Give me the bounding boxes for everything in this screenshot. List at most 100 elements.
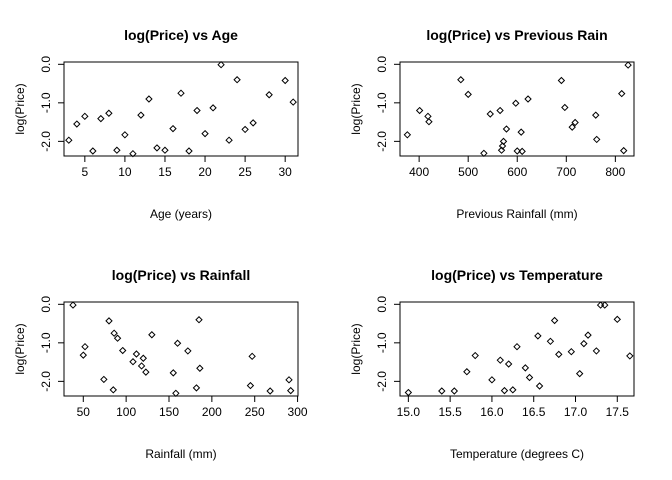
y-tick-label: -2.0 xyxy=(39,131,53,152)
data-point xyxy=(148,331,156,339)
data-point xyxy=(488,376,496,384)
x-axis-label: Rainfall (mm) xyxy=(145,447,216,461)
data-point xyxy=(512,99,520,107)
plot-frame xyxy=(399,61,635,157)
x-tick-label: 5 xyxy=(81,165,88,179)
x-tick-label: 50 xyxy=(77,405,91,419)
data-point xyxy=(568,123,576,131)
x-tick-label: 800 xyxy=(605,165,625,179)
data-point xyxy=(567,347,576,356)
y-axis-label: log(Price) xyxy=(13,83,27,134)
data-point xyxy=(555,350,563,359)
y-tick-label: -2.0 xyxy=(39,371,53,392)
data-point xyxy=(580,339,588,348)
data-point xyxy=(450,387,459,395)
data-point xyxy=(265,91,273,99)
y-axis-label: log(Price) xyxy=(349,323,363,374)
data-point xyxy=(593,135,601,144)
data-point xyxy=(105,109,113,117)
plot-frame xyxy=(63,301,299,397)
data-point xyxy=(592,347,601,355)
data-point xyxy=(513,147,521,155)
data-point xyxy=(65,136,73,144)
data-point xyxy=(177,89,185,97)
data-point xyxy=(517,128,525,136)
data-point xyxy=(486,110,494,118)
data-point xyxy=(499,137,508,146)
data-point xyxy=(129,149,137,158)
y-tick-label: -1.0 xyxy=(39,332,53,353)
data-point xyxy=(73,120,81,128)
data-point xyxy=(241,125,249,134)
data-point xyxy=(113,334,122,342)
data-point xyxy=(425,118,433,126)
data-point xyxy=(509,386,517,394)
x-tick-label: 700 xyxy=(556,165,576,179)
data-point xyxy=(113,146,121,154)
data-point xyxy=(119,346,127,355)
data-point xyxy=(281,76,289,85)
data-point xyxy=(137,362,146,370)
data-point xyxy=(497,146,506,154)
y-tick-label: 0.0 xyxy=(375,296,389,313)
data-point xyxy=(195,316,203,324)
y-tick-label: 0.0 xyxy=(375,56,389,73)
data-point xyxy=(100,375,108,384)
data-point xyxy=(557,76,566,85)
data-point xyxy=(500,386,509,395)
data-point xyxy=(438,387,446,395)
data-point xyxy=(575,369,584,378)
data-point xyxy=(169,124,177,133)
data-point xyxy=(172,389,180,398)
data-point xyxy=(109,386,117,394)
data-point xyxy=(79,351,87,359)
data-point xyxy=(626,352,634,360)
data-point xyxy=(249,119,257,127)
data-point xyxy=(504,360,513,368)
data-point xyxy=(201,129,209,138)
data-point xyxy=(502,125,511,133)
data-point xyxy=(287,386,295,395)
chart-title: log(Price) vs Previous Rain xyxy=(426,27,607,43)
data-point xyxy=(266,387,274,395)
data-point xyxy=(513,342,521,351)
chart-title: log(Price) vs Temperature xyxy=(431,267,603,283)
data-point xyxy=(618,89,626,98)
data-point xyxy=(592,111,600,119)
data-point xyxy=(524,95,532,103)
x-axis-label: Age (years) xyxy=(150,207,212,221)
panel-3: log(Price) vs Rainfall 50 100 150 200 250 300 R… xyxy=(13,267,308,461)
x-tick-label: 500 xyxy=(458,165,478,179)
data-point xyxy=(142,368,150,376)
data-point xyxy=(471,351,479,360)
data-point xyxy=(137,111,145,119)
data-point xyxy=(584,331,592,339)
data-point xyxy=(404,388,413,397)
y-tick-label: 0.0 xyxy=(39,296,53,313)
panel-2: log(Price) vs Previous Rain 400 500 600 700 8… xyxy=(349,27,635,221)
data-point xyxy=(561,103,569,112)
data-point xyxy=(209,104,217,112)
data-point xyxy=(619,146,628,155)
data-point xyxy=(161,146,169,154)
x-tick-label: 150 xyxy=(159,405,179,419)
x-tick-label: 17.0 xyxy=(564,405,588,419)
data-point xyxy=(518,147,526,156)
y-axis-label: log(Price) xyxy=(349,83,363,134)
data-point xyxy=(546,337,555,346)
panel-4: log(Price) vs Temperature 15.0 15.5 16.0 16.… xyxy=(349,267,635,461)
plot-frame xyxy=(63,61,299,157)
y-tick-label: 0.0 xyxy=(39,56,53,73)
x-tick-label: 15.5 xyxy=(438,405,462,419)
data-point xyxy=(457,76,465,84)
data-point xyxy=(173,339,182,347)
x-tick-label: 15 xyxy=(158,165,172,179)
data-point xyxy=(498,142,507,150)
data-point xyxy=(463,368,471,376)
x-tick-label: 15.0 xyxy=(397,405,421,419)
x-tick-label: 20 xyxy=(198,165,212,179)
data-point xyxy=(496,356,504,364)
data-point xyxy=(89,147,97,155)
data-point xyxy=(145,95,153,103)
x-tick-label: 100 xyxy=(116,405,136,419)
